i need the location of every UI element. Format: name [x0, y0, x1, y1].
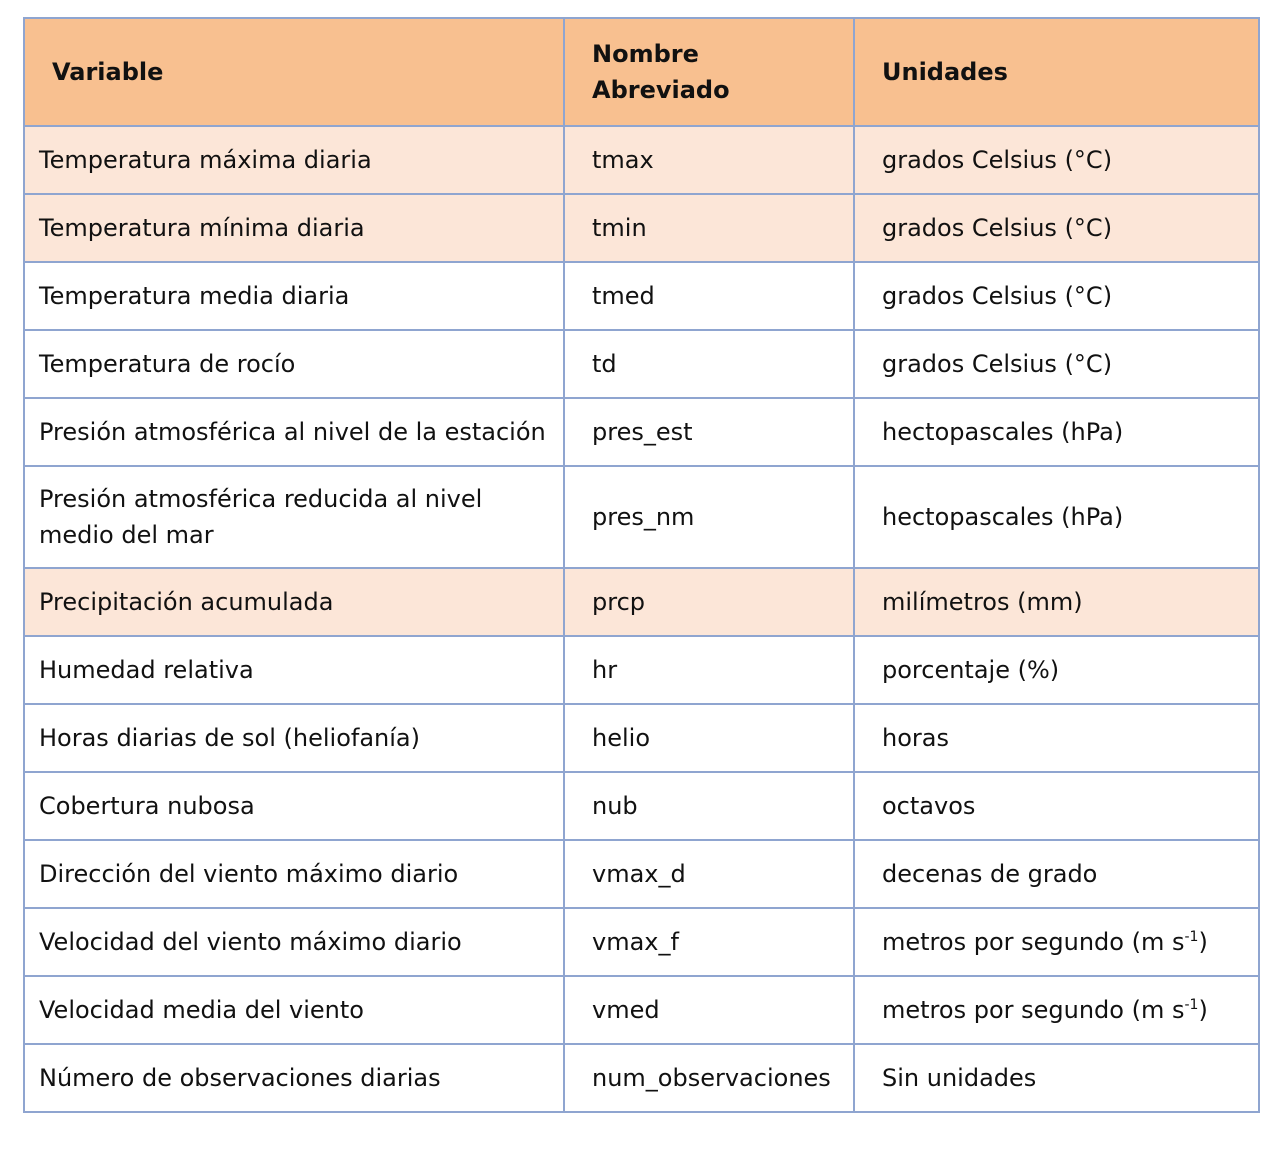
- abbreviation-cell: tmed: [563, 261, 855, 331]
- table-body: Temperatura máxima diaria tmax grados Cels…: [23, 125, 1260, 1113]
- table-row: Presión atmosférica al nivel de la estac…: [23, 397, 1260, 467]
- unit-cell: grados Celsius (°C): [853, 261, 1260, 331]
- table-row: Horas diarias de sol (heliofanía) helio ho…: [23, 703, 1260, 773]
- variable-cell: Dirección del viento máximo diario: [23, 839, 565, 909]
- table-row: Velocidad media del viento vmed metros por…: [23, 975, 1260, 1045]
- unit-cell: Sin unidades: [853, 1043, 1260, 1113]
- abbreviation-cell: num_observaciones: [563, 1043, 855, 1113]
- unit-text-end: ): [1198, 928, 1208, 956]
- table-row: Temperatura de rocío td grados Celsius (°C…: [23, 329, 1260, 399]
- variable-cell: Temperatura máxima diaria: [23, 125, 565, 195]
- variable-cell: Velocidad media del viento: [23, 975, 565, 1045]
- abbreviation-cell: tmax: [563, 125, 855, 195]
- unit-cell: hectopascales (hPa): [853, 397, 1260, 467]
- unit-cell: metros por segundo (m s-1): [853, 975, 1260, 1045]
- abbreviation-cell: tmin: [563, 193, 855, 263]
- unit-cell: porcentaje (%): [853, 635, 1260, 705]
- unit-cell: metros por segundo (m s-1): [853, 907, 1260, 977]
- unit-cell: milímetros (mm): [853, 567, 1260, 637]
- unit-cell: horas: [853, 703, 1260, 773]
- abbreviation-cell: nub: [563, 771, 855, 841]
- table-row: Humedad relativa hr porcentaje (%): [23, 635, 1260, 705]
- table-row: Precipitación acumulada prcp milímetros (m…: [23, 567, 1260, 637]
- abbreviation-cell: prcp: [563, 567, 855, 637]
- variable-cell: Horas diarias de sol (heliofanía): [23, 703, 565, 773]
- unit-cell: octavos: [853, 771, 1260, 841]
- table-row: Temperatura mínima diaria tmin grados Cels…: [23, 193, 1260, 263]
- table-row: Dirección del viento máximo diario vmax_d…: [23, 839, 1260, 909]
- header-abbreviated-name: Nombre Abreviado: [563, 17, 855, 127]
- abbreviation-cell: vmed: [563, 975, 855, 1045]
- variable-cell: Presión atmosférica reducida al nivel me…: [23, 465, 565, 569]
- header-row: Variable Nombre Abreviado Unidades: [23, 17, 1260, 127]
- table-row: Temperatura media diaria tmed grados Celsi…: [23, 261, 1260, 331]
- unit-exponent: -1: [1184, 929, 1199, 945]
- variables-table: Variable Nombre Abreviado Unidades Tempe…: [23, 17, 1260, 1113]
- unit-cell: grados Celsius (°C): [853, 329, 1260, 399]
- abbreviation-cell: helio: [563, 703, 855, 773]
- variable-cell: Número de observaciones diarias: [23, 1043, 565, 1113]
- abbreviation-cell: hr: [563, 635, 855, 705]
- variable-cell: Temperatura media diaria: [23, 261, 565, 331]
- variable-cell: Precipitación acumulada: [23, 567, 565, 637]
- unit-text: metros por segundo (m s: [882, 928, 1185, 956]
- unit-cell: grados Celsius (°C): [853, 193, 1260, 263]
- unit-cell: grados Celsius (°C): [853, 125, 1260, 195]
- unit-text-end: ): [1198, 996, 1208, 1024]
- header-units: Unidades: [853, 17, 1260, 127]
- variable-cell: Cobertura nubosa: [23, 771, 565, 841]
- table-row: Número de observaciones diarias num_obser…: [23, 1043, 1260, 1113]
- unit-cell: decenas de grado: [853, 839, 1260, 909]
- variable-cell: Temperatura mínima diaria: [23, 193, 565, 263]
- table-row: Cobertura nubosa nub octavos: [23, 771, 1260, 841]
- variable-cell: Temperatura de rocío: [23, 329, 565, 399]
- unit-text: metros por segundo (m s: [882, 996, 1185, 1024]
- abbreviation-cell: pres_nm: [563, 465, 855, 569]
- abbreviation-cell: td: [563, 329, 855, 399]
- header-variable: Variable: [23, 17, 565, 127]
- abbreviation-cell: pres_est: [563, 397, 855, 467]
- table-row: Velocidad del viento máximo diario vmax_f…: [23, 907, 1260, 977]
- variable-cell: Humedad relativa: [23, 635, 565, 705]
- unit-exponent: -1: [1184, 997, 1199, 1013]
- variable-cell: Presión atmosférica al nivel de la estac…: [23, 397, 565, 467]
- table-row: Presión atmosférica reducida al nivel me…: [23, 465, 1260, 569]
- table-row: Temperatura máxima diaria tmax grados Cels…: [23, 125, 1260, 195]
- unit-cell: hectopascales (hPa): [853, 465, 1260, 569]
- abbreviation-cell: vmax_d: [563, 839, 855, 909]
- abbreviation-cell: vmax_f: [563, 907, 855, 977]
- variable-cell: Velocidad del viento máximo diario: [23, 907, 565, 977]
- table-header: Variable Nombre Abreviado Unidades: [23, 17, 1260, 127]
